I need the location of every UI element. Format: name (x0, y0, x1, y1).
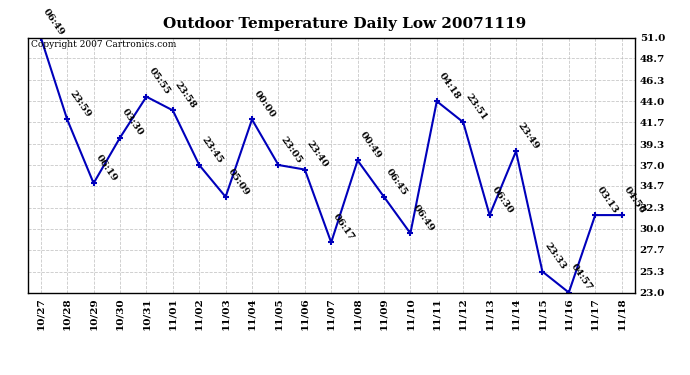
Text: Copyright 2007 Cartronics.com: Copyright 2007 Cartronics.com (30, 40, 176, 49)
Text: 03:30: 03:30 (120, 107, 145, 138)
Text: 23:45: 23:45 (199, 135, 224, 165)
Text: 06:30: 06:30 (490, 185, 515, 215)
Text: 06:49: 06:49 (411, 203, 435, 233)
Text: 04:57: 04:57 (569, 262, 593, 292)
Text: 23:33: 23:33 (542, 242, 567, 272)
Text: 05:09: 05:09 (226, 166, 250, 197)
Text: 23:40: 23:40 (305, 139, 330, 170)
Text: 23:49: 23:49 (516, 121, 541, 152)
Text: 03:13: 03:13 (595, 185, 620, 215)
Text: 06:19: 06:19 (94, 153, 119, 183)
Text: 23:58: 23:58 (172, 80, 197, 110)
Text: 05:55: 05:55 (146, 66, 171, 97)
Text: 04:56: 04:56 (622, 185, 647, 215)
Text: 06:17: 06:17 (331, 212, 356, 242)
Text: 06:49: 06:49 (41, 7, 66, 38)
Text: 04:18: 04:18 (437, 71, 462, 101)
Text: Outdoor Temperature Daily Low 20071119: Outdoor Temperature Daily Low 20071119 (164, 17, 526, 31)
Text: 00:49: 00:49 (357, 130, 383, 160)
Text: 23:59: 23:59 (67, 89, 92, 120)
Text: 23:05: 23:05 (278, 135, 304, 165)
Text: 06:45: 06:45 (384, 166, 409, 197)
Text: 00:00: 00:00 (252, 89, 277, 120)
Text: 23:51: 23:51 (463, 92, 488, 122)
